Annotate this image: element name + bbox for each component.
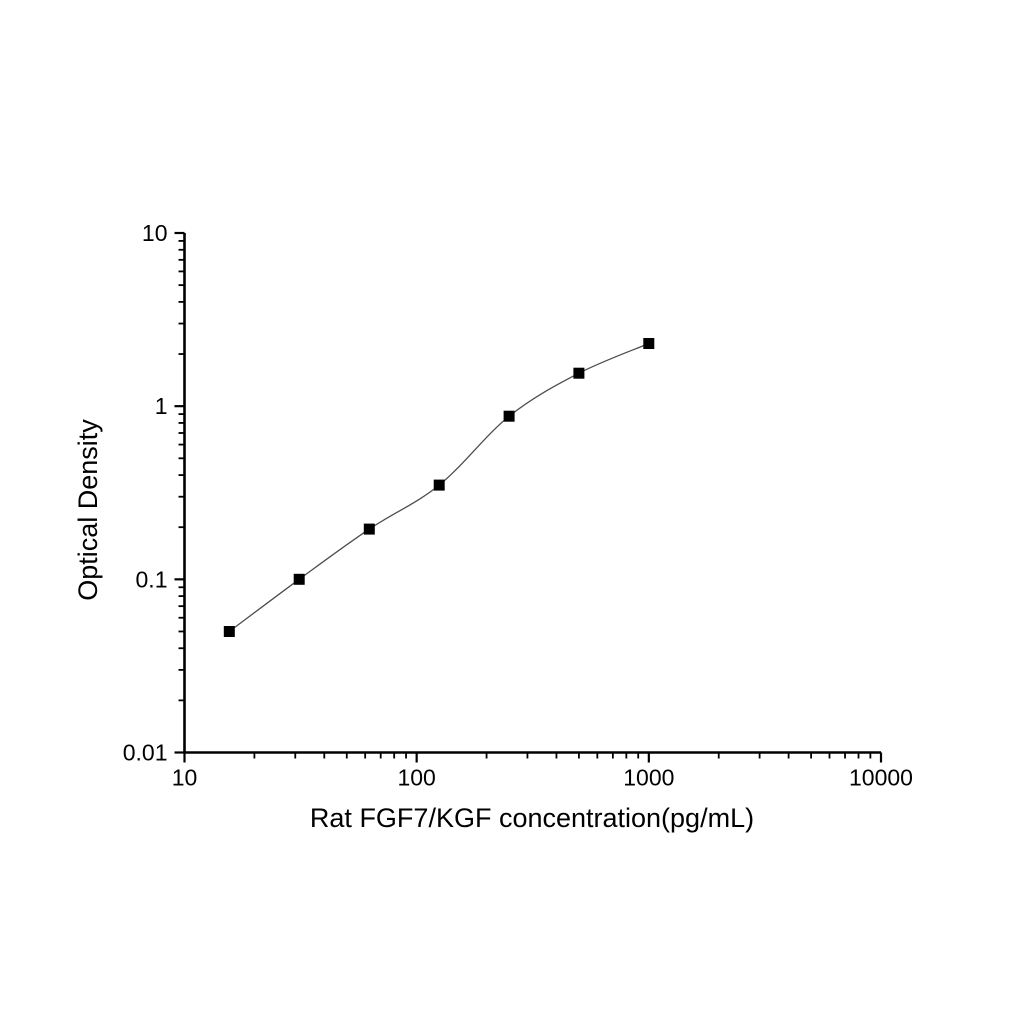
data-point-marker — [503, 410, 515, 422]
data-point-marker — [643, 338, 655, 349]
axis-frame — [183, 233, 881, 754]
tick-labels-layer: 10 100 1000 10000 0.01 0.1 1 10 — [123, 220, 913, 791]
x-tick-label: 100 — [397, 765, 435, 791]
x-tick-label: 1000 — [623, 765, 674, 791]
data-point-marker — [223, 626, 235, 637]
data-point-marker — [573, 367, 585, 379]
y-tick-label: 1 — [155, 393, 168, 419]
y-tick-label: 0.01 — [123, 740, 168, 766]
x-axis-title: Rat FGF7/KGF concentration(pg/mL) — [310, 803, 754, 833]
y-axis-title: Optical Density — [73, 419, 103, 601]
x-tick-label: 10 — [172, 765, 198, 791]
data-point-marker — [293, 573, 305, 585]
data-point-markers-layer — [223, 338, 655, 637]
data-point-marker — [433, 479, 445, 491]
x-tick-label: 10000 — [849, 765, 913, 791]
y-tick-label: 10 — [142, 220, 168, 246]
y-tick-label: 0.1 — [136, 566, 168, 592]
data-point-marker — [363, 523, 375, 535]
tick-marks-layer — [174, 231, 883, 763]
